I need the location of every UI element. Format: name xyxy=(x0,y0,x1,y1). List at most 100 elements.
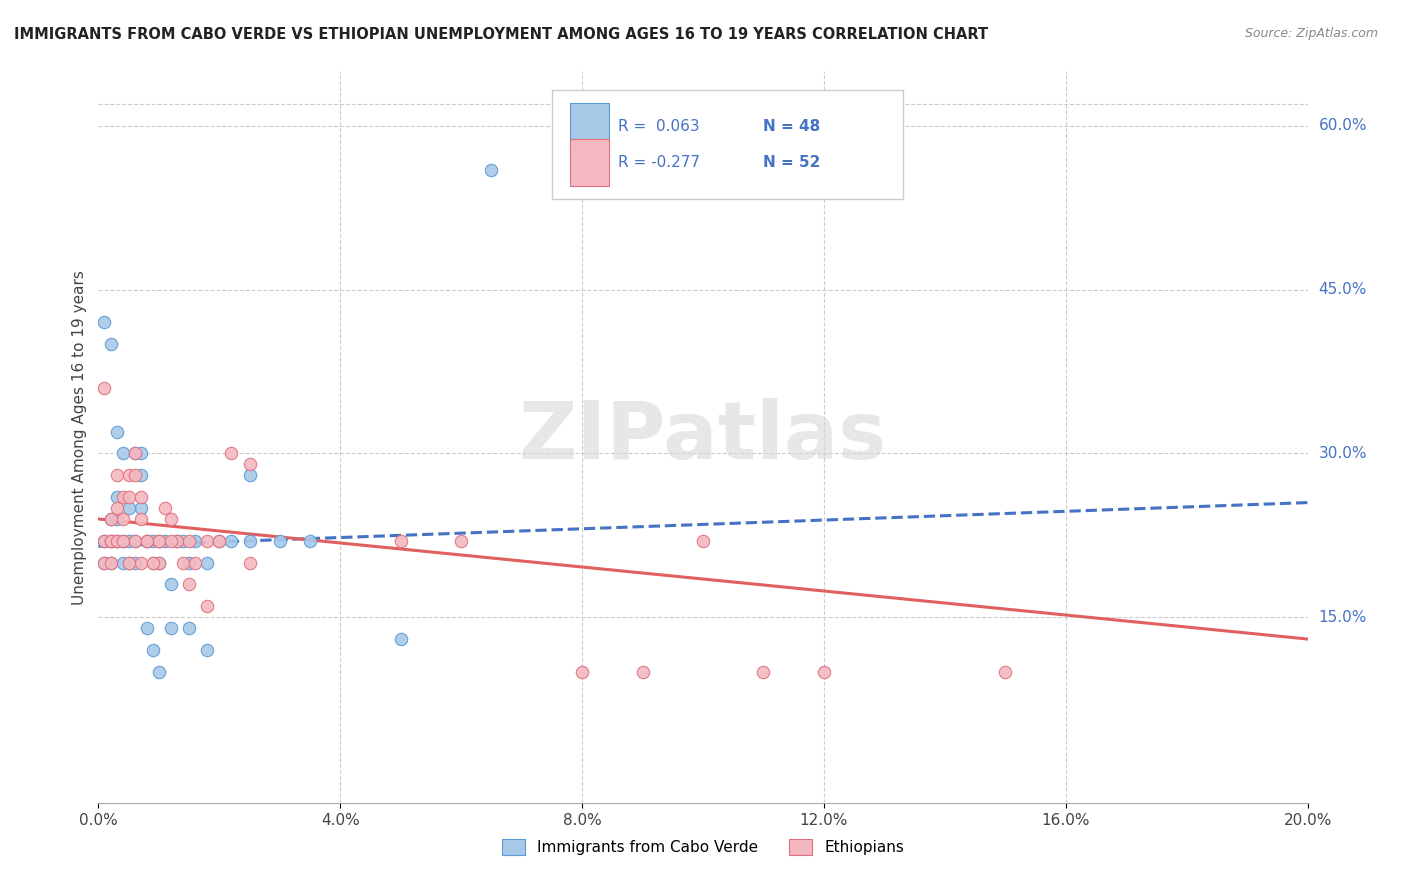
Point xyxy=(105,425,128,439)
Point xyxy=(179,621,201,635)
Point xyxy=(153,533,176,548)
Point xyxy=(239,468,262,483)
Point xyxy=(100,533,122,548)
Point xyxy=(142,556,165,570)
FancyBboxPatch shape xyxy=(551,90,903,200)
Point xyxy=(142,533,165,548)
Point xyxy=(179,577,201,591)
Point xyxy=(692,533,714,548)
Point xyxy=(100,512,122,526)
Point xyxy=(166,533,188,548)
Point xyxy=(195,533,218,548)
Text: 30.0%: 30.0% xyxy=(1319,446,1367,461)
Text: R =  0.063: R = 0.063 xyxy=(619,119,700,134)
Point xyxy=(239,533,262,548)
Point xyxy=(160,512,183,526)
Point xyxy=(571,665,593,679)
Point xyxy=(208,533,231,548)
Point xyxy=(118,533,141,548)
Point xyxy=(450,533,472,548)
Point xyxy=(172,556,194,570)
Point xyxy=(105,468,128,483)
Point xyxy=(129,501,152,516)
Point xyxy=(105,490,128,504)
Point xyxy=(100,512,122,526)
Point xyxy=(93,533,115,548)
Point xyxy=(994,665,1017,679)
Point xyxy=(160,621,183,635)
Point xyxy=(389,632,412,646)
Text: 60.0%: 60.0% xyxy=(1319,119,1367,134)
Point xyxy=(148,665,170,679)
Point xyxy=(118,468,141,483)
Text: R = -0.277: R = -0.277 xyxy=(619,155,700,170)
Point xyxy=(129,556,152,570)
Point xyxy=(195,643,218,657)
Text: Source: ZipAtlas.com: Source: ZipAtlas.com xyxy=(1244,27,1378,40)
Point xyxy=(184,556,207,570)
Y-axis label: Unemployment Among Ages 16 to 19 years: Unemployment Among Ages 16 to 19 years xyxy=(72,269,87,605)
Point xyxy=(813,665,835,679)
Point xyxy=(105,512,128,526)
Point xyxy=(124,446,146,460)
Text: 45.0%: 45.0% xyxy=(1319,282,1367,297)
FancyBboxPatch shape xyxy=(569,139,609,186)
Point xyxy=(153,501,176,516)
Point xyxy=(239,556,262,570)
Point xyxy=(118,501,141,516)
Point xyxy=(111,446,134,460)
Point xyxy=(111,512,134,526)
Legend: Immigrants from Cabo Verde, Ethiopians: Immigrants from Cabo Verde, Ethiopians xyxy=(496,833,910,861)
Text: N = 52: N = 52 xyxy=(763,155,821,170)
Point xyxy=(135,533,157,548)
Point xyxy=(111,533,134,548)
FancyBboxPatch shape xyxy=(569,103,609,150)
Text: N = 48: N = 48 xyxy=(763,119,821,134)
Point xyxy=(148,533,170,548)
Point xyxy=(299,533,322,548)
Point xyxy=(105,533,128,548)
Text: IMMIGRANTS FROM CABO VERDE VS ETHIOPIAN UNEMPLOYMENT AMONG AGES 16 TO 19 YEARS C: IMMIGRANTS FROM CABO VERDE VS ETHIOPIAN … xyxy=(14,27,988,42)
Point xyxy=(124,556,146,570)
Point xyxy=(105,533,128,548)
Point xyxy=(93,381,115,395)
Point xyxy=(195,599,218,614)
Point xyxy=(148,556,170,570)
Point xyxy=(142,556,165,570)
Point xyxy=(93,556,115,570)
Point xyxy=(105,533,128,548)
Point xyxy=(129,512,152,526)
Point xyxy=(269,533,291,548)
Point xyxy=(160,577,183,591)
Point xyxy=(142,643,165,657)
Point xyxy=(221,533,243,548)
Point xyxy=(118,556,141,570)
Point xyxy=(100,556,122,570)
Point xyxy=(239,458,262,472)
Point xyxy=(93,315,115,329)
Point xyxy=(129,446,152,460)
Text: 15.0%: 15.0% xyxy=(1319,610,1367,624)
Point xyxy=(111,533,134,548)
Point xyxy=(124,468,146,483)
Point xyxy=(93,556,115,570)
Point xyxy=(179,533,201,548)
Point xyxy=(111,556,134,570)
Point xyxy=(93,533,115,548)
Point xyxy=(389,533,412,548)
Point xyxy=(100,337,122,351)
Point xyxy=(148,556,170,570)
Text: ZIPatlas: ZIPatlas xyxy=(519,398,887,476)
Point xyxy=(481,162,503,177)
Point xyxy=(118,490,141,504)
Point xyxy=(100,533,122,548)
Point xyxy=(208,533,231,548)
Point xyxy=(631,665,654,679)
Point xyxy=(184,533,207,548)
Point xyxy=(124,446,146,460)
Point xyxy=(124,533,146,548)
Point xyxy=(118,556,141,570)
Point xyxy=(221,446,243,460)
Point xyxy=(752,665,775,679)
Point xyxy=(111,490,134,504)
